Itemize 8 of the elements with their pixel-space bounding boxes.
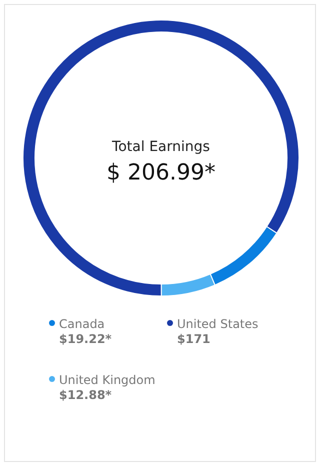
text: $ 206.99* bbox=[106, 160, 216, 186]
legend-label: United Kingdom bbox=[59, 373, 156, 388]
data-label: $171 bbox=[177, 332, 212, 347]
data-label: $19.22* bbox=[59, 332, 112, 346]
text: Total Earnings bbox=[111, 139, 210, 155]
legend-label: Canada bbox=[59, 317, 105, 331]
legend-label: United States bbox=[177, 317, 260, 332]
data-label: $12.88* bbox=[59, 388, 113, 403]
